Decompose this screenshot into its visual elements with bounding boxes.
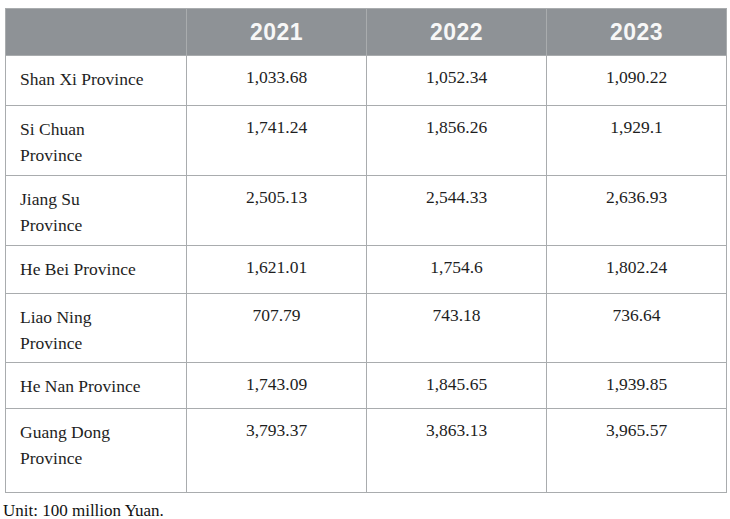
province-name: He Nan Province	[6, 363, 187, 409]
province-name: Shan Xi Province	[6, 56, 187, 106]
value-cell: 1,802.24	[547, 245, 727, 293]
value-cell: 1,929.1	[547, 106, 727, 176]
table-row: Liao Ning Province 707.79 743.18 736.64	[6, 293, 727, 363]
value-cell: 1,754.6	[367, 245, 547, 293]
value-cell: 2,544.33	[367, 176, 547, 246]
value-cell: 2,636.93	[547, 176, 727, 246]
value-cell: 1,743.09	[187, 363, 367, 409]
header-year-2023: 2023	[547, 9, 727, 56]
value-cell: 3,965.57	[547, 409, 727, 493]
province-data-table: 2021 2022 2023 Shan Xi Province 1,033.68…	[5, 8, 727, 493]
value-cell: 3,793.37	[187, 409, 367, 493]
value-cell: 3,863.13	[367, 409, 547, 493]
table-row: He Bei Province 1,621.01 1,754.6 1,802.2…	[6, 245, 727, 293]
value-cell: 1,090.22	[547, 56, 727, 106]
value-cell: 736.64	[547, 293, 727, 363]
table-row: Guang Dong Province 3,793.37 3,863.13 3,…	[6, 409, 727, 493]
province-name: Liao Ning Province	[6, 293, 187, 363]
value-cell: 1,621.01	[187, 245, 367, 293]
province-name: He Bei Province	[6, 245, 187, 293]
province-name: Si Chuan Province	[6, 106, 187, 176]
header-row: 2021 2022 2023	[6, 9, 727, 56]
header-year-2022: 2022	[367, 9, 547, 56]
province-name: Guang Dong Province	[6, 409, 187, 493]
value-cell: 1,939.85	[547, 363, 727, 409]
value-cell: 1,741.24	[187, 106, 367, 176]
table-row: He Nan Province 1,743.09 1,845.65 1,939.…	[6, 363, 727, 409]
table-row: Jiang Su Province 2,505.13 2,544.33 2,63…	[6, 176, 727, 246]
table-row: Shan Xi Province 1,033.68 1,052.34 1,090…	[6, 56, 727, 106]
value-cell: 707.79	[187, 293, 367, 363]
header-year-2021: 2021	[187, 9, 367, 56]
value-cell: 1,052.34	[367, 56, 547, 106]
value-cell: 1,845.65	[367, 363, 547, 409]
unit-note: Unit: 100 million Yuan.	[3, 501, 730, 519]
paper-table-page: 2021 2022 2023 Shan Xi Province 1,033.68…	[0, 8, 730, 519]
table-row: Si Chuan Province 1,741.24 1,856.26 1,92…	[6, 106, 727, 176]
value-cell: 1,856.26	[367, 106, 547, 176]
header-corner-cell	[6, 9, 187, 56]
province-name: Jiang Su Province	[6, 176, 187, 246]
value-cell: 743.18	[367, 293, 547, 363]
value-cell: 2,505.13	[187, 176, 367, 246]
value-cell: 1,033.68	[187, 56, 367, 106]
